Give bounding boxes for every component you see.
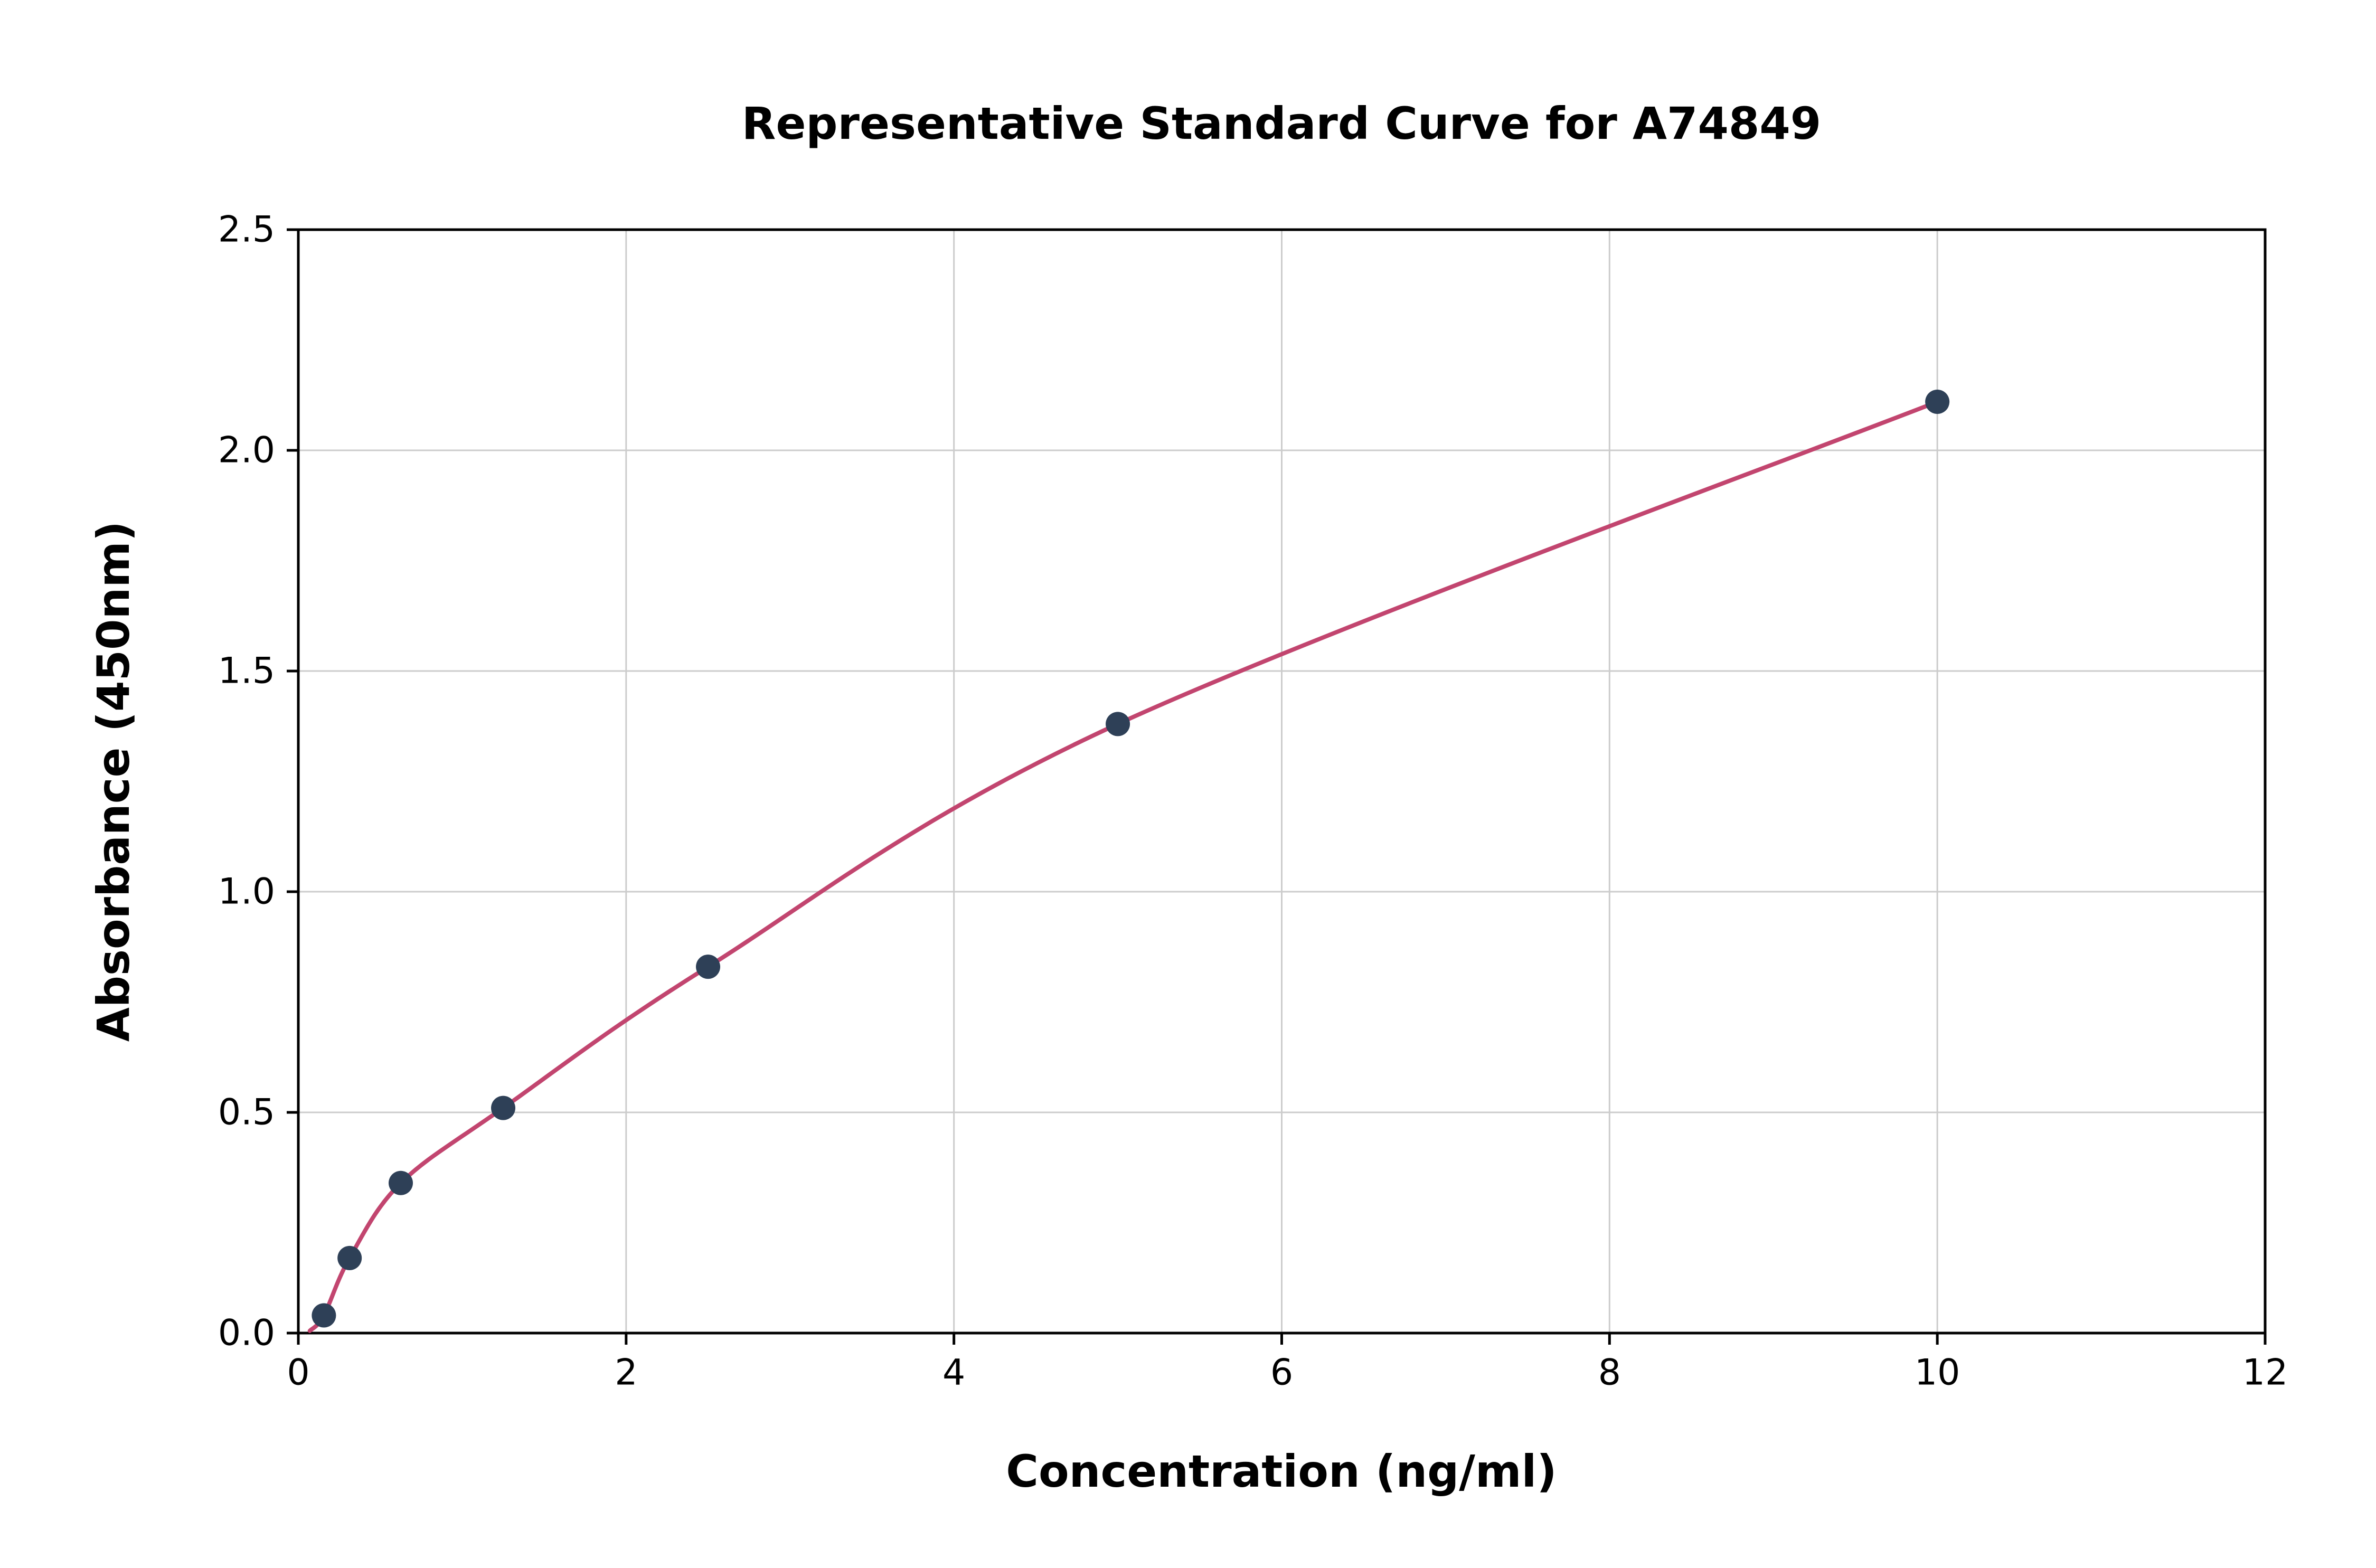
svg-text:1.5: 1.5: [218, 650, 275, 692]
curve-line: [307, 400, 1940, 1333]
y-tick-labels: 0.0 0.5 1.0 1.5 2.0 2.5: [218, 209, 275, 1354]
x-tick-labels: 0 2 4 6 8 10 12: [287, 1352, 2288, 1394]
svg-text:6: 6: [1270, 1352, 1293, 1394]
svg-text:0: 0: [287, 1352, 309, 1394]
svg-text:2.5: 2.5: [218, 209, 275, 251]
svg-text:1.0: 1.0: [218, 871, 275, 913]
chart-title: Representative Standard Curve for A74849: [741, 98, 1822, 149]
x-axis-label: Concentration (ng/ml): [1006, 1446, 1557, 1497]
svg-text:10: 10: [1915, 1352, 1960, 1394]
svg-text:2.0: 2.0: [218, 430, 275, 471]
svg-text:12: 12: [2242, 1352, 2288, 1394]
grid-lines: [297, 229, 2266, 1334]
data-points: [312, 390, 1950, 1328]
svg-text:8: 8: [1598, 1352, 1621, 1394]
svg-text:2: 2: [615, 1352, 637, 1394]
svg-text:0.0: 0.0: [218, 1312, 275, 1354]
svg-text:0.5: 0.5: [218, 1092, 275, 1134]
svg-text:4: 4: [942, 1352, 965, 1394]
tick-marks: [287, 228, 2267, 1345]
